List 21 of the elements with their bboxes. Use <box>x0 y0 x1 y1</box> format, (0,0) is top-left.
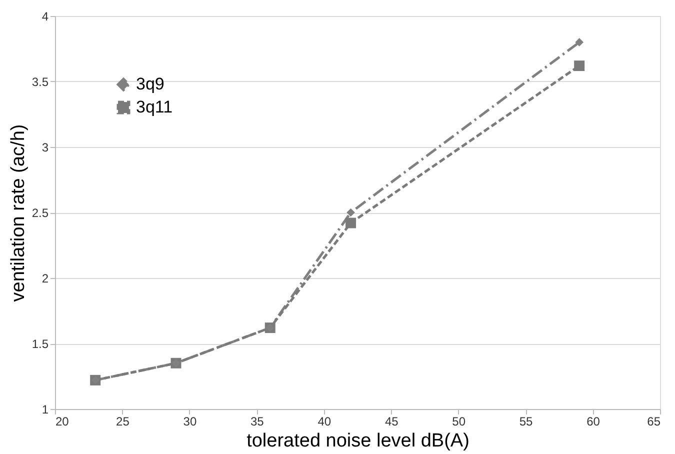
y-tick-label: 2.5 <box>32 206 49 220</box>
legend-label: 3q11 <box>136 98 173 116</box>
x-tick-label: 45 <box>384 414 399 428</box>
x-tick-label: 25 <box>116 414 130 428</box>
x-tick-label: 50 <box>452 414 466 428</box>
x-tick-label: 35 <box>250 414 264 428</box>
x-axis-title: tolerated noise level dB(A) <box>246 430 470 452</box>
x-tick-label: 40 <box>318 414 332 428</box>
y-axis-title: ventilation rate (ac/h) <box>8 124 29 302</box>
y-tick-label: 1 <box>42 402 49 416</box>
y-tick-label: 1.5 <box>32 337 49 351</box>
x-tick-label: 55 <box>519 414 534 428</box>
x-tick-label: 60 <box>586 414 600 428</box>
x-tick-label: 30 <box>183 414 197 428</box>
y-tick-label: 4 <box>42 10 49 24</box>
x-tick-label: 65 <box>647 414 661 428</box>
legend-label: 3q9 <box>136 74 164 94</box>
x-tick-label: 20 <box>56 414 70 428</box>
y-tick-label: 3.5 <box>32 75 49 89</box>
y-tick-label: 2 <box>42 272 49 286</box>
y-tick-label: 3 <box>42 140 49 154</box>
